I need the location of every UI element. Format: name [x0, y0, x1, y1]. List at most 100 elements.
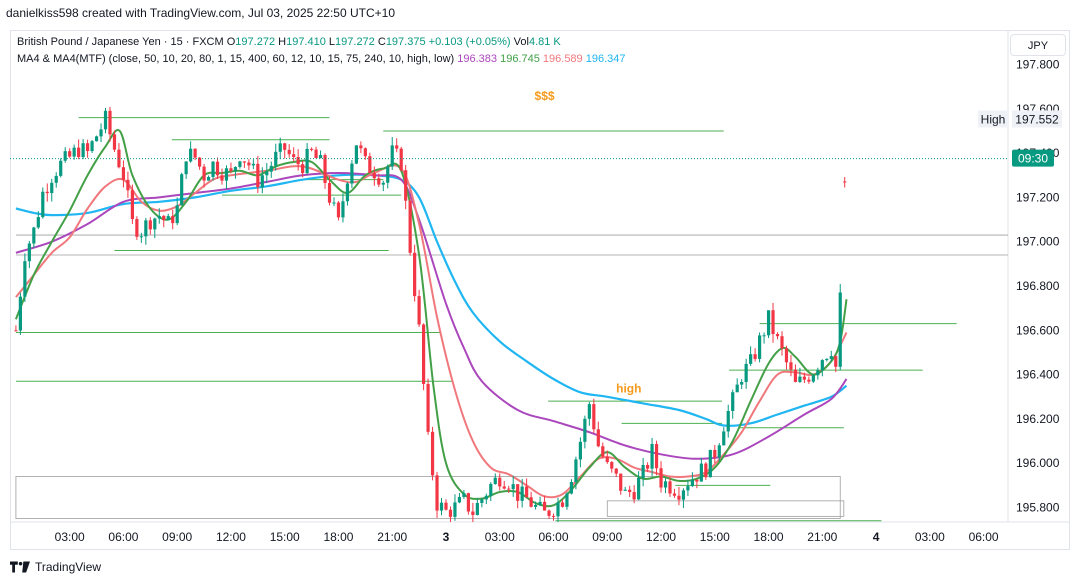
candle-body — [493, 477, 497, 484]
candle-body — [453, 502, 457, 517]
candle-body — [439, 502, 444, 511]
candle-body — [713, 449, 717, 458]
candle-body — [820, 360, 824, 371]
x-tick-label: 03:00 — [485, 530, 515, 544]
candle-body — [144, 220, 148, 237]
candle-body — [762, 335, 766, 337]
candle-body — [108, 110, 112, 135]
candle-body — [749, 354, 753, 364]
candle-body — [605, 456, 609, 463]
candle-body — [215, 161, 220, 176]
x-tick-label: 06:00 — [108, 530, 138, 544]
candle-body — [193, 148, 197, 158]
candle-body — [686, 486, 690, 491]
candle-body — [377, 178, 381, 185]
candle-body — [628, 489, 632, 493]
chart-frame[interactable] — [10, 30, 1070, 550]
candle-body — [457, 496, 462, 503]
close-value: 197.375 — [385, 36, 426, 48]
x-tick-label: 03:00 — [55, 530, 85, 544]
candle-body — [650, 444, 654, 469]
candle-body — [489, 483, 493, 496]
candle-body — [32, 227, 36, 244]
candle-body — [94, 136, 99, 142]
candle-body — [354, 145, 358, 164]
candle-body — [45, 191, 49, 194]
candle-body — [520, 486, 524, 501]
candle-body — [717, 445, 721, 458]
tradingview-logo-icon — [10, 561, 30, 573]
candle-body — [641, 464, 645, 479]
candle-body — [502, 486, 506, 489]
ma-line-196.745 — [14, 128, 848, 508]
candle-body — [565, 493, 569, 507]
candle-body — [287, 149, 291, 155]
y-tick-label: 196.000 — [1016, 456, 1060, 470]
candle-body — [533, 504, 538, 507]
x-tick-label: 06:00 — [538, 530, 568, 544]
candle-body — [811, 375, 815, 382]
candle-body — [292, 154, 296, 157]
candle-body — [771, 310, 775, 334]
y-tick-label: 197.000 — [1016, 235, 1060, 249]
high-tag-bg — [978, 110, 1008, 128]
candle-body — [448, 509, 453, 517]
candle-body — [444, 502, 448, 510]
candle-body — [220, 175, 224, 181]
candle-body — [229, 168, 233, 171]
candle-body — [336, 202, 341, 218]
candle-body — [825, 358, 829, 361]
candle-body — [283, 143, 287, 150]
close-label: C — [377, 36, 386, 48]
zone-box — [15, 476, 841, 519]
candle-body — [189, 148, 193, 162]
candle-body — [59, 160, 63, 176]
candle-body — [775, 333, 780, 337]
candle-body — [614, 468, 618, 474]
x-tick-label: 21:00 — [807, 530, 837, 544]
candle-body — [139, 236, 143, 238]
current-price-bg — [1012, 149, 1054, 167]
x-tick-label: 09:00 — [592, 530, 622, 544]
candle-body — [753, 354, 757, 359]
candle-body — [238, 161, 242, 167]
candle-body — [426, 383, 430, 432]
plot-area — [10, 106, 1008, 522]
y-tick-label: 197.200 — [1016, 190, 1060, 204]
candle-body — [36, 217, 40, 228]
candle-body — [466, 493, 470, 512]
candle-body — [372, 173, 376, 179]
candle-body — [462, 493, 466, 497]
candle-body — [153, 218, 157, 230]
candle-body — [180, 174, 184, 206]
candle-body — [542, 501, 547, 511]
candle-body — [740, 381, 744, 385]
chart-attribution: danielkiss598 created with TradingView.c… — [6, 6, 396, 20]
candle-body — [838, 292, 842, 367]
candle-body — [726, 410, 730, 432]
y-tick-label: 196.600 — [1016, 323, 1060, 337]
candle-body — [798, 376, 802, 382]
candle-body — [296, 156, 300, 165]
candle-body — [408, 200, 412, 253]
candle-body — [587, 404, 591, 419]
candle-body — [121, 167, 126, 180]
candle-body — [637, 478, 641, 500]
footer-brand[interactable]: TradingView — [35, 560, 102, 574]
candle-body — [332, 202, 336, 204]
ma-value-cyan: 196.347 — [585, 53, 626, 65]
candle-body — [90, 141, 94, 152]
candle-body — [77, 147, 81, 158]
y-tick-label: 195.800 — [1016, 501, 1060, 515]
candle-body — [274, 151, 278, 166]
candle-body — [578, 441, 582, 460]
candle-body — [789, 362, 793, 370]
candle-body — [574, 459, 578, 482]
candle-body — [269, 165, 273, 172]
x-tick-label: 12:00 — [646, 530, 676, 544]
candle-body — [780, 336, 784, 349]
candle-body — [659, 468, 663, 488]
currency-button[interactable]: JPY — [1010, 34, 1066, 56]
candle-body — [547, 510, 551, 516]
